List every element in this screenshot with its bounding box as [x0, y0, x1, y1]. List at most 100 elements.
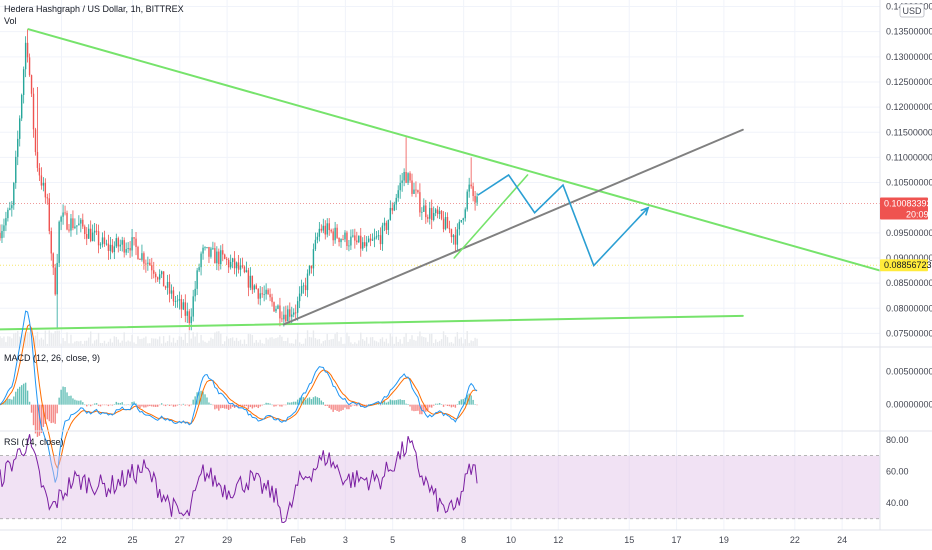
candle-body	[403, 171, 405, 181]
candle-body	[456, 229, 459, 245]
candle-body	[431, 207, 433, 220]
candle-body	[419, 192, 421, 213]
drawing-layer[interactable]	[0, 28, 881, 331]
volume-bar	[442, 331, 445, 346]
candle-body	[78, 223, 80, 226]
candle-body	[332, 231, 334, 241]
volume-bar	[137, 336, 139, 346]
time-tick-label: 24	[837, 535, 847, 545]
volume-bar	[255, 340, 257, 346]
macd-histogram-bar	[401, 400, 403, 405]
rsi-tick-label: 40.00	[886, 498, 909, 508]
candle-body	[409, 173, 411, 181]
macd-histogram-bar	[168, 404, 171, 406]
rsi-pane[interactable]: RSI (14, close)	[0, 434, 880, 523]
candle-body	[46, 197, 49, 199]
volume-bar	[235, 337, 238, 346]
volume-bar	[393, 343, 395, 346]
volume-bar	[28, 332, 31, 346]
candle-body	[5, 218, 7, 226]
candle-body	[22, 69, 25, 95]
candle-body	[58, 221, 60, 263]
candle-body	[434, 209, 437, 214]
volume-bar	[231, 337, 234, 346]
price-tick-label: 0.11000000	[886, 152, 932, 162]
ascending-trendline[interactable]	[282, 128, 744, 326]
volume-bar	[365, 337, 368, 346]
macd-histogram-bar	[74, 399, 76, 405]
candle-body	[231, 258, 234, 262]
volume-bar	[1, 338, 3, 346]
volume-bar	[172, 337, 175, 346]
time-tick-label: 12	[553, 535, 563, 545]
macd-histogram-bar	[253, 404, 256, 408]
time-tick-label: 27	[175, 535, 185, 545]
macd-histogram-bar	[326, 404, 328, 406]
macd-histogram-bar	[417, 404, 419, 411]
candle-body	[42, 182, 45, 186]
candle-body	[354, 235, 356, 241]
candle-body	[91, 232, 94, 242]
candle-body	[379, 235, 382, 245]
macd-histogram-bar	[381, 402, 384, 405]
macd-histogram-bar	[216, 404, 218, 409]
volume-bar	[399, 339, 401, 346]
candle-body	[369, 238, 372, 241]
volume-bar	[476, 338, 478, 346]
descending-trendline[interactable]	[27, 28, 881, 272]
volume-bar	[34, 335, 37, 346]
time-tick-label: 25	[127, 535, 137, 545]
time-tick-label: 10	[506, 535, 516, 545]
time-tick-label: 3	[343, 535, 348, 545]
volume-bar	[202, 340, 204, 346]
support-line[interactable]	[0, 314, 744, 331]
candle-body	[93, 230, 96, 233]
volume-bar	[196, 332, 198, 346]
price-axis[interactable]: 0.140000000.135000000.130000000.12500000…	[886, 2, 932, 339]
candle-body	[417, 190, 419, 193]
volume-bar	[143, 337, 145, 346]
macd-histogram-bar	[271, 404, 273, 406]
macd-histogram-bar	[91, 404, 94, 406]
macd-histogram-bar	[214, 404, 216, 410]
macd-histogram-bar	[166, 404, 169, 406]
macd-histogram-bar	[93, 403, 96, 405]
candle-body	[281, 318, 283, 320]
price-pane[interactable]: Hedera Hashgraph / US Dollar, 1h, BITTRE…	[0, 0, 881, 530]
candle-body	[277, 305, 279, 309]
volume-bar	[277, 337, 279, 346]
projection-path[interactable]	[477, 173, 649, 268]
volume-bar	[362, 339, 364, 346]
volume-bar	[5, 342, 7, 346]
volume-bar	[243, 339, 246, 346]
candle-body	[279, 305, 281, 319]
time-axis[interactable]: 22 25 27 29 Feb 3 5 8 10 12 15 17 19 22 24	[56, 535, 847, 545]
volume-bar	[440, 339, 443, 346]
volume-bar	[314, 338, 317, 346]
currency-label: USD	[902, 6, 922, 16]
volume-bar	[411, 335, 413, 346]
volume-bar	[456, 332, 459, 346]
candle-body	[452, 235, 455, 238]
candle-body	[188, 311, 190, 324]
volume-bar	[208, 340, 210, 346]
volume-label: Vol	[4, 16, 17, 26]
indicator-axes[interactable]: 0.00500000 0.00000000 80.00 60.00 40.00	[886, 366, 932, 508]
candle-body	[190, 316, 192, 324]
volume-bar	[304, 338, 307, 346]
volume-bar	[249, 334, 252, 346]
candle-body	[186, 311, 188, 316]
volume-bar	[178, 336, 181, 346]
candle-body	[358, 235, 360, 243]
candle-body	[373, 237, 376, 240]
macd-histogram-bar	[362, 404, 364, 407]
candle-body	[306, 273, 309, 291]
currency-badge[interactable]: USD	[899, 3, 925, 18]
volume-bar	[279, 334, 281, 346]
macd-histogram-bar	[431, 404, 433, 408]
short-rise-line[interactable]	[453, 174, 529, 259]
macd-histogram-bar	[101, 404, 104, 406]
candle-body	[314, 239, 317, 250]
macd-pane[interactable]: MACD (12, 26, close, 9)	[0, 310, 478, 483]
